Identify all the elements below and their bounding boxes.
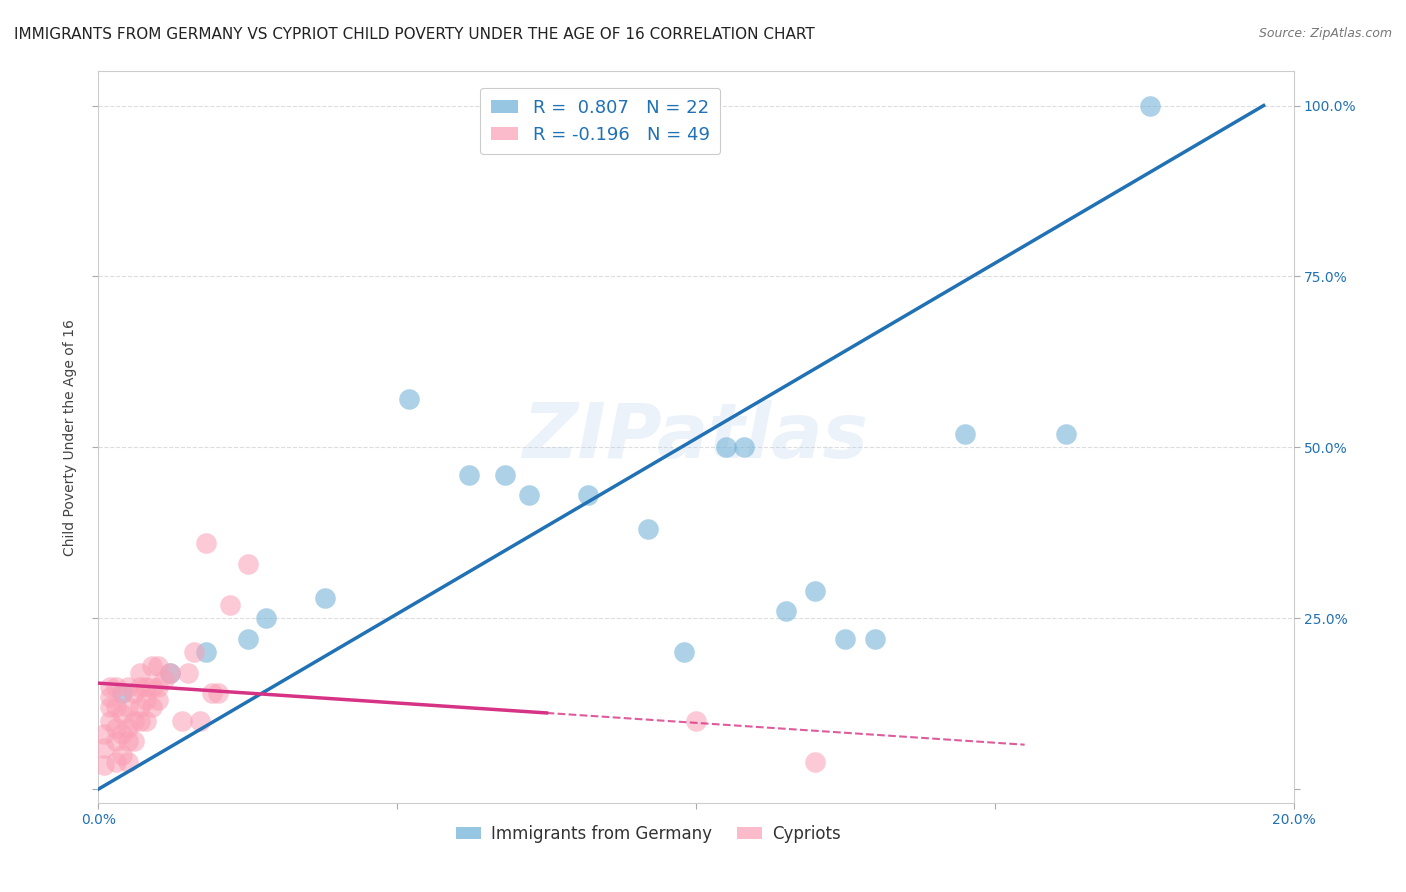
Point	[236, 557, 259, 571]
Point	[105, 721, 128, 735]
Point	[517, 488, 540, 502]
Point	[124, 734, 146, 748]
Point	[685, 714, 707, 728]
Point	[177, 665, 200, 680]
Point	[1056, 426, 1078, 441]
Point	[195, 645, 218, 659]
Point	[494, 467, 516, 482]
Point	[98, 714, 122, 728]
Point	[834, 632, 856, 646]
Point	[129, 714, 152, 728]
Point	[236, 632, 259, 646]
Point	[804, 755, 827, 769]
Point	[398, 392, 420, 407]
Point	[124, 686, 146, 700]
Point	[117, 734, 139, 748]
Point	[148, 680, 170, 694]
Y-axis label: Child Poverty Under the Age of 16: Child Poverty Under the Age of 16	[63, 318, 77, 556]
Point	[733, 440, 755, 454]
Point	[105, 700, 128, 714]
Legend: Immigrants from Germany, Cypriots: Immigrants from Germany, Cypriots	[449, 818, 848, 849]
Point	[111, 747, 134, 762]
Point	[673, 645, 696, 659]
Point	[865, 632, 887, 646]
Text: ZIPatlas: ZIPatlas	[523, 401, 869, 474]
Point	[93, 727, 115, 741]
Point	[93, 758, 115, 772]
Point	[135, 714, 157, 728]
Text: IMMIGRANTS FROM GERMANY VS CYPRIOT CHILD POVERTY UNDER THE AGE OF 16 CORRELATION: IMMIGRANTS FROM GERMANY VS CYPRIOT CHILD…	[14, 27, 815, 42]
Point	[458, 467, 481, 482]
Point	[714, 440, 737, 454]
Point	[148, 659, 170, 673]
Point	[775, 604, 797, 618]
Point	[105, 680, 128, 694]
Point	[148, 693, 170, 707]
Point	[159, 665, 181, 680]
Point	[141, 680, 163, 694]
Point	[105, 755, 128, 769]
Point	[153, 673, 176, 687]
Point	[141, 700, 163, 714]
Point	[172, 714, 194, 728]
Point	[1139, 98, 1161, 112]
Point	[254, 611, 277, 625]
Point	[135, 693, 157, 707]
Point	[219, 598, 242, 612]
Point	[159, 665, 181, 680]
Point	[201, 686, 224, 700]
Point	[98, 680, 122, 694]
Point	[183, 645, 205, 659]
Point	[637, 522, 659, 536]
Point	[141, 659, 163, 673]
Text: Source: ZipAtlas.com: Source: ZipAtlas.com	[1258, 27, 1392, 40]
Point	[953, 426, 976, 441]
Point	[129, 680, 152, 694]
Point	[93, 741, 115, 756]
Point	[188, 714, 211, 728]
Point	[111, 686, 134, 700]
Point	[129, 665, 152, 680]
Point	[111, 706, 134, 721]
Point	[117, 721, 139, 735]
Point	[207, 686, 229, 700]
Point	[195, 536, 218, 550]
Point	[117, 680, 139, 694]
Point	[117, 700, 139, 714]
Point	[98, 690, 122, 704]
Point	[111, 727, 134, 741]
Point	[117, 755, 139, 769]
Point	[98, 700, 122, 714]
Point	[105, 734, 128, 748]
Point	[315, 591, 337, 605]
Point	[804, 583, 827, 598]
Point	[129, 700, 152, 714]
Point	[578, 488, 600, 502]
Point	[124, 714, 146, 728]
Point	[135, 680, 157, 694]
